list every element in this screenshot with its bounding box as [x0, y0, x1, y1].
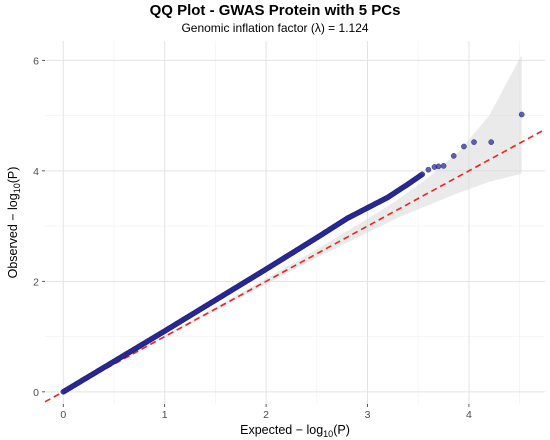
data-point	[518, 111, 525, 118]
reference-line	[44, 128, 546, 403]
data-point	[461, 143, 467, 150]
data-point	[419, 171, 426, 178]
x-tick-label: 0	[60, 409, 66, 421]
data-point	[471, 139, 477, 145]
y-tick-label: 0	[33, 387, 39, 399]
chart-subtitle: Genomic inflation factor (λ) = 1.124	[181, 21, 369, 35]
chart-title: QQ Plot - GWAS Protein with 5 PCs	[149, 2, 401, 19]
data-point	[435, 163, 442, 170]
y-tick-label: 4	[33, 166, 39, 178]
x-tick-label: 4	[466, 409, 472, 421]
plot-background	[45, 41, 545, 404]
data-point	[488, 139, 495, 145]
y-tick-label: 2	[33, 276, 39, 288]
x-tick-label: 3	[365, 409, 371, 421]
x-axis-title: Expected − log10(P)	[240, 423, 350, 439]
x-tick-label: 2	[263, 409, 269, 421]
data-point	[425, 166, 432, 173]
y-axis-title: Observed − log10(P)	[6, 167, 22, 279]
x-tick-label: 1	[162, 409, 168, 421]
data-point	[450, 153, 457, 159]
data-point	[440, 163, 447, 169]
y-tick-label: 6	[33, 55, 39, 67]
